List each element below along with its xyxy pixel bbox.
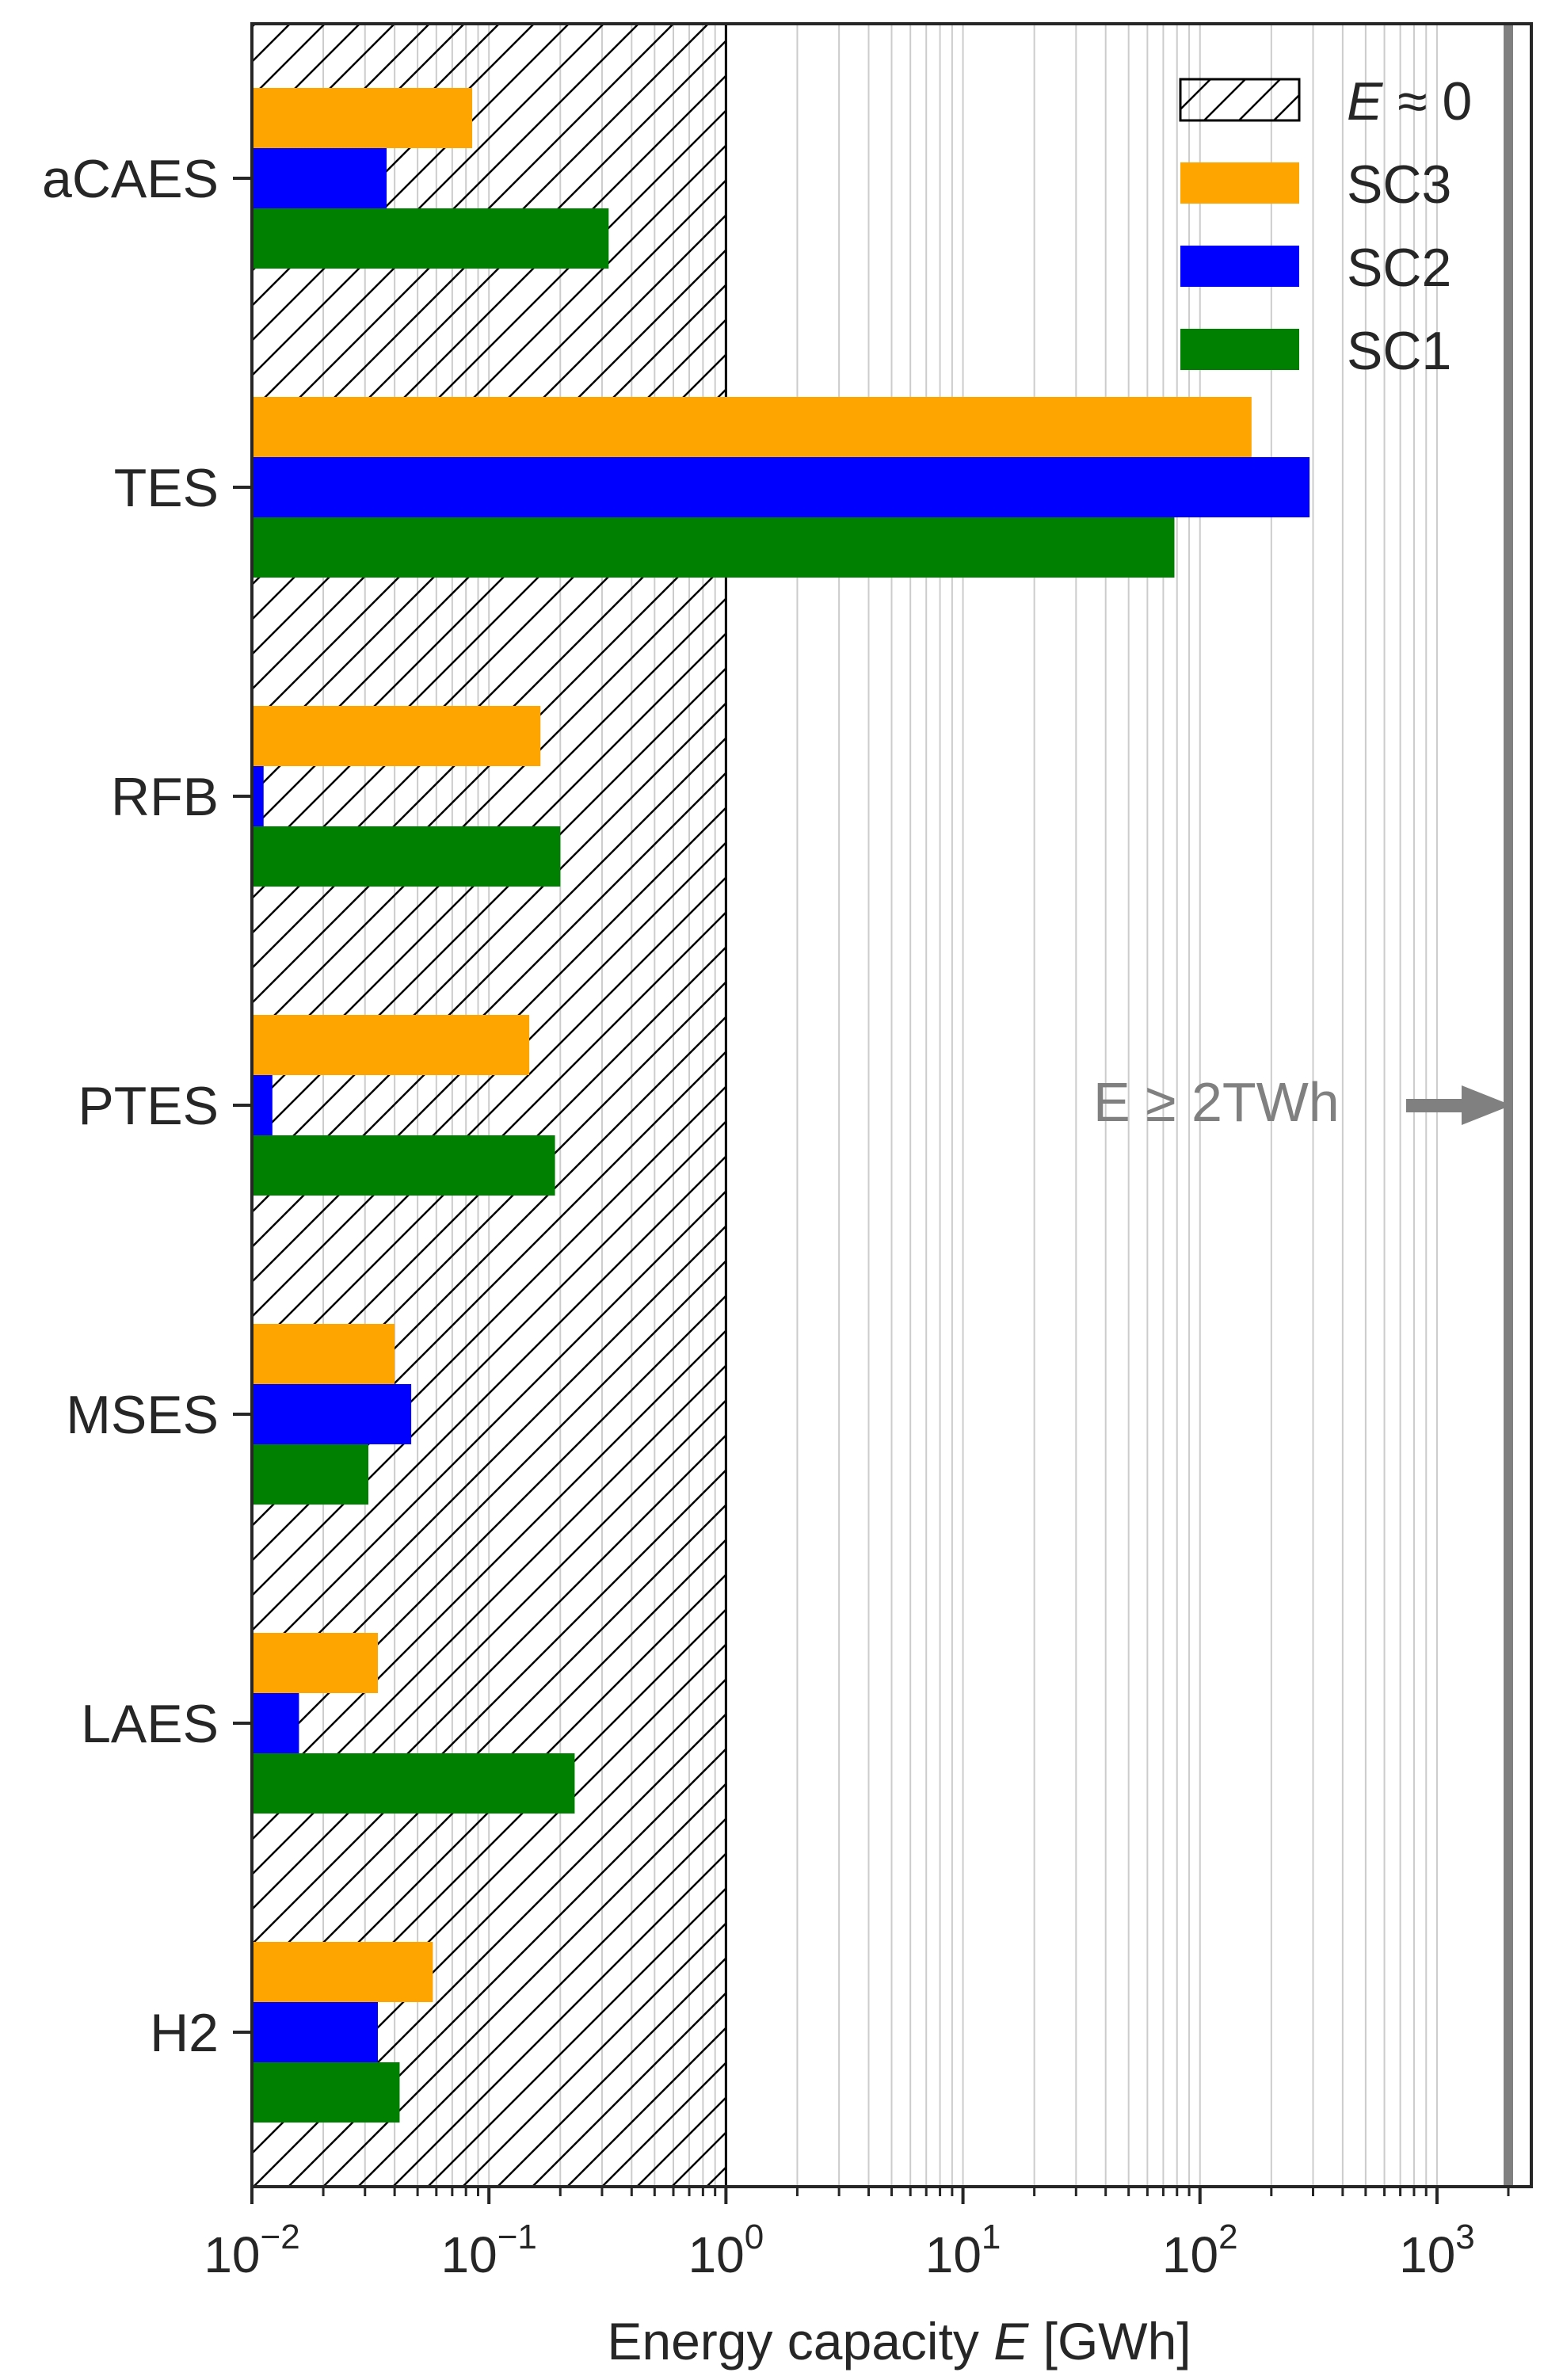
legend-swatch-sc3	[1180, 162, 1299, 204]
bar-tes-sc3	[252, 397, 1252, 457]
legend-swatch-hatch	[1179, 78, 1301, 122]
limit-annotation: E ≥ 2TWh	[1093, 1071, 1340, 1133]
legend-swatch-sc2	[1180, 246, 1299, 287]
category-label: RFB	[111, 767, 219, 827]
legend-swatch-sc1	[1180, 329, 1299, 370]
bar-laes-sc3	[252, 1633, 379, 1693]
category-label: TES	[114, 458, 219, 518]
legend-label-sc3: SC3	[1347, 154, 1451, 215]
x-tick-label: 10−1	[441, 2218, 537, 2283]
bar-ptes-sc3	[252, 1015, 530, 1075]
bar-mses-sc2	[252, 1384, 412, 1444]
x-axis-title: Energy capacity E [GWh]	[607, 2312, 1191, 2370]
category-label: MSES	[66, 1385, 219, 1445]
legend-label-sc1: SC1	[1347, 321, 1451, 381]
x-tick-label: 10−2	[204, 2218, 299, 2283]
bar-ptes-sc1	[252, 1135, 555, 1196]
x-tick-label: 102	[1162, 2218, 1238, 2283]
category-label: PTES	[78, 1076, 219, 1136]
category-label: H2	[150, 2003, 219, 2063]
x-tick-label: 100	[688, 2218, 764, 2283]
hatch-area	[252, 24, 726, 2187]
bar-rfb-sc2	[252, 766, 264, 826]
bar-laes-sc2	[252, 1693, 299, 1753]
bar-acaes-sc1	[252, 208, 609, 269]
bar-tes-sc2	[252, 457, 1310, 517]
category-label: aCAES	[42, 149, 219, 209]
bar-laes-sc1	[252, 1753, 575, 1814]
bar-h2-sc2	[252, 2002, 379, 2062]
bar-mses-sc1	[252, 1444, 369, 1505]
bar-rfb-sc1	[252, 826, 561, 887]
bar-h2-sc3	[252, 1942, 433, 2002]
bar-acaes-sc2	[252, 148, 387, 208]
category-axis: aCAES TES RFB PTES MSES LAES H2	[42, 149, 252, 2063]
bar-rfb-sc3	[252, 706, 541, 766]
right-arrow-icon	[1406, 1085, 1512, 1125]
category-label: LAES	[81, 1694, 219, 1754]
x-tick-label: 101	[925, 2218, 1001, 2283]
bars	[252, 88, 1310, 2123]
x-tick-label: 103	[1399, 2218, 1475, 2283]
bar-h2-sc1	[252, 2062, 400, 2123]
bar-mses-sc3	[252, 1324, 395, 1384]
hatched-region	[252, 24, 727, 2187]
legend: E ≈ 0 SC3 SC2 SC1	[1179, 71, 1472, 381]
bar-ptes-sc2	[252, 1075, 273, 1135]
bar-tes-sc1	[252, 517, 1175, 578]
legend-label-hatch: E ≈ 0	[1347, 71, 1472, 132]
bar-acaes-sc3	[252, 88, 473, 148]
x-axis: 10−2 10−1 100 101 102 103	[204, 2187, 1510, 2283]
legend-label-sc2: SC2	[1347, 238, 1451, 298]
